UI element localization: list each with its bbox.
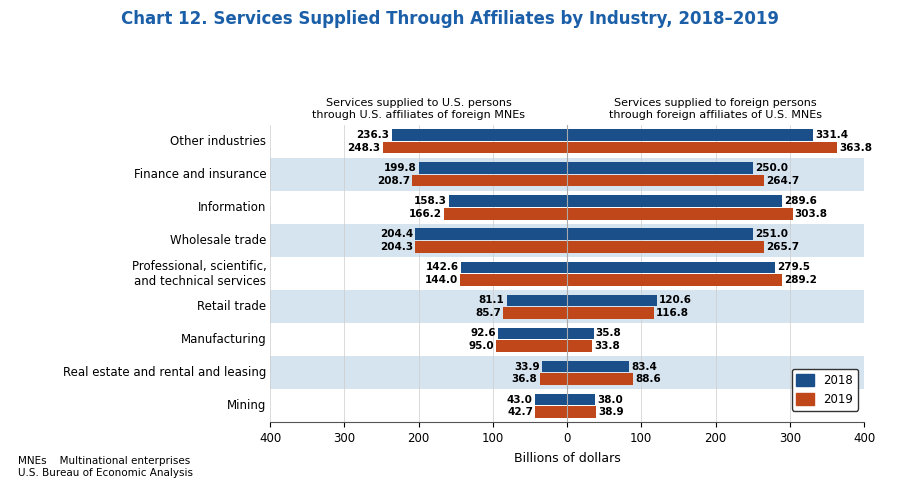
Bar	[418, 162, 567, 174]
Text: 250.0: 250.0	[755, 163, 788, 173]
Text: 42.7: 42.7	[507, 407, 533, 417]
Bar	[567, 307, 653, 319]
Legend: 2018, 2019: 2018, 2019	[792, 369, 858, 410]
Text: 279.5: 279.5	[777, 262, 810, 272]
Bar	[503, 307, 567, 319]
Bar	[542, 361, 567, 372]
Text: 236.3: 236.3	[356, 130, 390, 140]
Text: 289.6: 289.6	[784, 196, 817, 206]
Bar	[382, 142, 567, 154]
Text: 289.2: 289.2	[784, 275, 817, 285]
Bar	[567, 195, 782, 207]
Text: Other industries: Other industries	[170, 135, 266, 148]
Text: Manufacturing: Manufacturing	[181, 333, 266, 346]
Bar	[567, 295, 656, 306]
Text: Retail trade: Retail trade	[197, 300, 266, 313]
Text: 204.4: 204.4	[380, 229, 413, 239]
Bar	[270, 257, 864, 290]
Bar	[540, 373, 567, 385]
Text: Chart 12. Services Supplied Through Affiliates by Industry, 2018–2019: Chart 12. Services Supplied Through Affi…	[121, 10, 779, 28]
Bar	[567, 142, 837, 154]
Bar	[567, 241, 764, 252]
Text: 166.2: 166.2	[409, 209, 441, 219]
Bar	[567, 407, 596, 418]
Bar	[270, 356, 864, 389]
Text: 142.6: 142.6	[426, 262, 459, 272]
Text: 204.3: 204.3	[380, 242, 413, 252]
Bar	[567, 162, 752, 174]
Bar	[567, 129, 813, 141]
Text: 95.0: 95.0	[469, 341, 494, 351]
Text: 38.9: 38.9	[598, 407, 624, 417]
Bar	[415, 228, 567, 240]
Text: Wholesale trade: Wholesale trade	[170, 234, 266, 247]
Text: 43.0: 43.0	[507, 395, 533, 405]
Bar	[270, 158, 864, 191]
Text: 38.0: 38.0	[598, 395, 623, 405]
Bar	[444, 208, 567, 219]
Bar	[415, 241, 567, 252]
Bar	[567, 394, 595, 406]
Text: Services supplied to foreign persons
through foreign affiliates of U.S. MNEs: Services supplied to foreign persons thr…	[609, 98, 822, 120]
Text: 303.8: 303.8	[795, 209, 828, 219]
Bar	[567, 274, 782, 286]
Text: 33.9: 33.9	[514, 361, 540, 372]
Bar	[497, 340, 567, 352]
Bar	[536, 407, 567, 418]
Bar	[567, 361, 629, 372]
Text: 158.3: 158.3	[414, 196, 447, 206]
Text: 92.6: 92.6	[471, 328, 496, 338]
Bar	[461, 262, 567, 273]
Text: Services supplied to U.S. persons
through U.S. affiliates of foreign MNEs: Services supplied to U.S. persons throug…	[312, 98, 525, 120]
Bar	[536, 394, 567, 406]
Text: 363.8: 363.8	[840, 143, 872, 153]
Bar	[567, 175, 763, 186]
Bar	[270, 323, 864, 356]
Text: 248.3: 248.3	[347, 143, 381, 153]
Text: Mining: Mining	[227, 399, 266, 412]
Text: Information: Information	[198, 201, 266, 214]
Text: 120.6: 120.6	[659, 295, 692, 305]
Bar	[567, 373, 633, 385]
Bar	[270, 224, 864, 257]
Text: 265.7: 265.7	[767, 242, 799, 252]
Text: 144.0: 144.0	[425, 275, 458, 285]
Text: 88.6: 88.6	[635, 374, 661, 384]
Text: 81.1: 81.1	[479, 295, 505, 305]
Bar	[270, 290, 864, 323]
Text: Finance and insurance: Finance and insurance	[134, 168, 266, 181]
Bar	[270, 191, 864, 224]
Bar	[392, 129, 567, 141]
Text: Real estate and rental and leasing: Real estate and rental and leasing	[63, 366, 266, 379]
Text: 35.8: 35.8	[596, 328, 622, 338]
Bar	[270, 389, 864, 422]
Bar	[567, 262, 775, 273]
Bar	[507, 295, 567, 306]
Bar	[460, 274, 567, 286]
Text: MNEs    Multinational enterprises: MNEs Multinational enterprises	[18, 456, 190, 466]
Text: 116.8: 116.8	[656, 308, 689, 318]
Bar	[567, 228, 753, 240]
Bar	[449, 195, 567, 207]
Bar	[567, 328, 594, 339]
Bar	[567, 208, 793, 219]
Bar	[499, 328, 567, 339]
Bar	[412, 175, 567, 186]
Text: 85.7: 85.7	[475, 308, 501, 318]
Text: 36.8: 36.8	[512, 374, 537, 384]
Text: 208.7: 208.7	[377, 176, 410, 186]
Text: Professional, scientific,
and technical services: Professional, scientific, and technical …	[131, 260, 266, 288]
Text: 83.4: 83.4	[631, 361, 657, 372]
Bar	[270, 125, 864, 158]
Text: 199.8: 199.8	[383, 163, 417, 173]
Text: 33.8: 33.8	[594, 341, 620, 351]
Text: 331.4: 331.4	[815, 130, 849, 140]
Text: U.S. Bureau of Economic Analysis: U.S. Bureau of Economic Analysis	[18, 468, 193, 478]
Text: 264.7: 264.7	[766, 176, 799, 186]
X-axis label: Billions of dollars: Billions of dollars	[514, 452, 620, 465]
Bar	[567, 340, 592, 352]
Text: 251.0: 251.0	[756, 229, 788, 239]
